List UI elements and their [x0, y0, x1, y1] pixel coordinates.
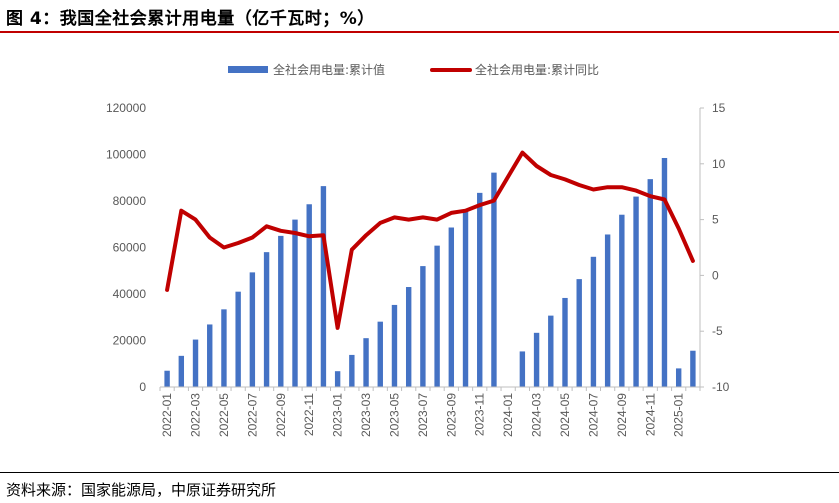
bar — [519, 351, 526, 387]
bar — [633, 196, 639, 387]
bar — [377, 321, 383, 387]
bar — [320, 186, 327, 387]
bar — [334, 371, 341, 387]
bar — [548, 315, 554, 387]
x-tick-label: 2024-01 — [501, 393, 515, 437]
y-left-tick-label: 60000 — [113, 241, 147, 255]
bar — [462, 210, 469, 387]
x-tick-label: 2022-01 — [160, 393, 174, 437]
bar — [562, 297, 568, 387]
x-tick-label: 2024-09 — [615, 393, 629, 437]
x-tick-label: 2024-05 — [558, 393, 572, 437]
legend-label-line: 全社会用电量:累计同比 — [475, 62, 599, 77]
bar — [491, 172, 497, 387]
source-note: 资料来源：国家能源局，中原证券研究所 — [6, 481, 277, 499]
bar — [647, 179, 653, 387]
bar — [477, 192, 483, 387]
bar — [363, 338, 369, 387]
bar — [604, 234, 611, 387]
x-tick-label: 2024-03 — [530, 393, 544, 437]
x-tick-label: 2022-07 — [245, 393, 259, 437]
x-tick-label: 2023-03 — [359, 393, 373, 437]
y-right-tick-label: 0 — [712, 268, 719, 282]
bar — [405, 287, 412, 387]
bar — [434, 245, 440, 387]
bar — [590, 256, 597, 387]
bar — [391, 304, 398, 387]
x-tick-label: 2023-07 — [416, 393, 430, 437]
bar — [235, 291, 241, 387]
figure-title: 图 4：我国全社会累计用电量（亿千瓦时；%） — [6, 9, 375, 29]
y-right-tick-label: 5 — [712, 213, 719, 227]
y-left-tick-label: 80000 — [113, 194, 147, 208]
y-right-tick-label: 15 — [712, 101, 726, 115]
bar — [263, 252, 270, 387]
bar — [675, 368, 682, 387]
y-axis-left: 0 20000 40000 60000 80000 100000 120000 — [106, 101, 146, 394]
x-tick-label: 2023-11 — [473, 393, 487, 436]
x-tick-label: 2022-05 — [217, 393, 231, 437]
x-tick-label: 2023-05 — [387, 393, 401, 437]
legend-swatch-bar — [228, 66, 268, 73]
x-tick-label: 2024-11 — [643, 393, 657, 436]
bar — [533, 332, 540, 387]
x-tick-label: 2024-07 — [586, 393, 600, 437]
bar — [207, 324, 213, 387]
x-tick-label: 2023-09 — [444, 393, 458, 437]
bar — [690, 350, 696, 387]
legend: 全社会用电量:累计值 全社会用电量:累计同比 — [228, 62, 599, 77]
bar — [576, 279, 582, 387]
bar — [192, 339, 199, 387]
bar — [661, 157, 668, 387]
x-tick-label: 2023-01 — [331, 393, 345, 437]
y-left-tick-label: 120000 — [106, 101, 146, 115]
x-tick-label: 2022-11 — [302, 393, 316, 436]
bar — [278, 235, 284, 387]
y-left-tick-label: 100000 — [106, 148, 146, 162]
y-left-tick-label: 20000 — [113, 334, 147, 348]
footer-rule — [0, 472, 839, 473]
x-tick-label: 2022-09 — [274, 393, 288, 437]
title-rule — [0, 31, 839, 33]
bar — [249, 272, 256, 387]
bar — [306, 204, 312, 387]
y-right-tick-label: -10 — [712, 380, 730, 394]
bar — [221, 309, 227, 387]
line-series — [165, 150, 695, 330]
bar — [420, 266, 426, 387]
x-axis: 2022-01 2022-03 2022-05 2022-07 2022-09 2022-… — [159, 386, 701, 437]
chart: 全社会用电量:累计值 全社会用电量:累计同比 0 20000 40000 60000 80… — [106, 62, 730, 437]
x-tick-label: 2022-03 — [189, 393, 203, 437]
y-axis-right: -10 -5 0 5 10 15 — [699, 101, 730, 394]
bar — [292, 219, 298, 387]
bar — [164, 370, 170, 387]
y-right-tick-label: 10 — [712, 157, 726, 171]
y-right-tick-label: -5 — [712, 324, 723, 338]
line-series-path — [165, 150, 695, 330]
x-tick-label: 2025-01 — [672, 393, 686, 437]
bar — [178, 355, 185, 387]
y-left-tick-label: 0 — [139, 380, 146, 394]
bar-series — [164, 157, 696, 387]
legend-label-bar: 全社会用电量:累计值 — [273, 62, 385, 77]
bar — [349, 354, 355, 387]
bar — [619, 214, 625, 387]
y-left-tick-label: 40000 — [113, 287, 147, 301]
bar — [448, 227, 455, 387]
